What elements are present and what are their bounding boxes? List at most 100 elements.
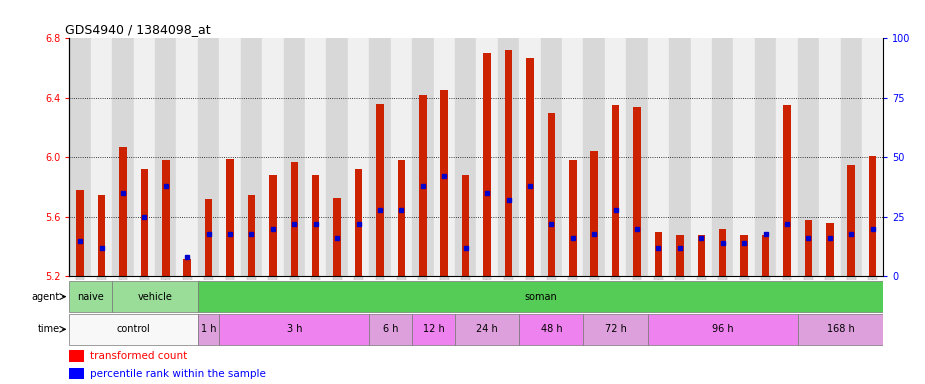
Bar	[755, 38, 776, 276]
Bar	[348, 38, 369, 276]
Bar	[112, 281, 198, 312]
Text: 48 h: 48 h	[540, 324, 562, 334]
Bar	[611, 105, 620, 276]
Bar	[133, 38, 155, 276]
Bar	[413, 314, 455, 345]
Bar	[305, 38, 327, 276]
Bar	[219, 314, 369, 345]
Bar	[648, 38, 669, 276]
Text: 168 h: 168 h	[827, 324, 855, 334]
Bar	[98, 195, 105, 276]
Bar	[69, 368, 84, 379]
Text: 6 h: 6 h	[383, 324, 399, 334]
Bar	[676, 235, 684, 276]
Bar	[355, 169, 363, 276]
Bar	[248, 195, 255, 276]
Bar	[526, 58, 534, 276]
Text: control: control	[117, 324, 151, 334]
Bar	[77, 190, 84, 276]
Bar	[626, 38, 647, 276]
Bar	[797, 314, 883, 345]
Text: 72 h: 72 h	[605, 324, 626, 334]
Bar	[669, 38, 691, 276]
Bar	[112, 38, 133, 276]
Bar	[734, 38, 755, 276]
Text: 96 h: 96 h	[712, 324, 734, 334]
Bar	[697, 235, 705, 276]
Bar	[712, 38, 734, 276]
Bar	[198, 38, 219, 276]
Bar	[584, 314, 647, 345]
Text: percentile rank within the sample: percentile rank within the sample	[90, 369, 265, 379]
Text: transformed count: transformed count	[90, 351, 187, 361]
Bar	[198, 281, 883, 312]
Bar	[498, 38, 519, 276]
Bar	[584, 38, 605, 276]
Bar	[519, 38, 540, 276]
Text: time: time	[38, 324, 59, 334]
Bar	[398, 161, 405, 276]
Bar	[369, 38, 390, 276]
Bar	[648, 314, 797, 345]
Text: vehicle: vehicle	[138, 291, 172, 302]
Bar	[390, 38, 413, 276]
Bar	[219, 38, 240, 276]
Bar	[719, 229, 726, 276]
Bar	[327, 38, 348, 276]
Bar	[869, 156, 876, 276]
Bar	[440, 91, 448, 276]
Text: naive: naive	[78, 291, 105, 302]
Bar	[605, 38, 626, 276]
Bar	[119, 147, 127, 276]
Bar	[290, 162, 298, 276]
Bar	[69, 350, 84, 362]
Bar	[862, 38, 883, 276]
Bar	[569, 161, 576, 276]
Bar	[376, 104, 384, 276]
Bar	[548, 113, 555, 276]
Bar	[269, 175, 277, 276]
Bar	[805, 220, 812, 276]
Bar	[740, 235, 748, 276]
Bar	[155, 38, 177, 276]
Bar	[69, 281, 112, 312]
Text: 24 h: 24 h	[476, 324, 498, 334]
Bar	[183, 259, 191, 276]
Bar	[262, 38, 284, 276]
Bar	[141, 169, 148, 276]
Bar	[455, 314, 519, 345]
Bar	[434, 38, 455, 276]
Bar	[797, 38, 820, 276]
Bar	[413, 38, 434, 276]
Text: 1 h: 1 h	[201, 324, 216, 334]
Bar	[204, 199, 213, 276]
Bar	[655, 232, 662, 276]
Bar	[419, 95, 426, 276]
Bar	[590, 152, 598, 276]
Bar	[562, 38, 584, 276]
Bar	[691, 38, 712, 276]
Bar	[198, 314, 219, 345]
Bar	[519, 314, 584, 345]
Text: soman: soman	[524, 291, 557, 302]
Bar	[369, 314, 413, 345]
Bar	[162, 161, 169, 276]
Bar	[540, 38, 562, 276]
Bar	[312, 175, 319, 276]
Bar	[484, 53, 491, 276]
Bar	[177, 38, 198, 276]
Text: 12 h: 12 h	[423, 324, 444, 334]
Bar	[826, 223, 833, 276]
Text: agent: agent	[31, 291, 59, 302]
Bar	[284, 38, 305, 276]
Bar	[455, 38, 476, 276]
Bar	[634, 107, 641, 276]
Bar	[227, 159, 234, 276]
Bar	[841, 38, 862, 276]
Bar	[820, 38, 841, 276]
Bar	[462, 175, 469, 276]
Bar	[776, 38, 797, 276]
Bar	[91, 38, 112, 276]
Text: 3 h: 3 h	[287, 324, 302, 334]
Bar	[69, 314, 198, 345]
